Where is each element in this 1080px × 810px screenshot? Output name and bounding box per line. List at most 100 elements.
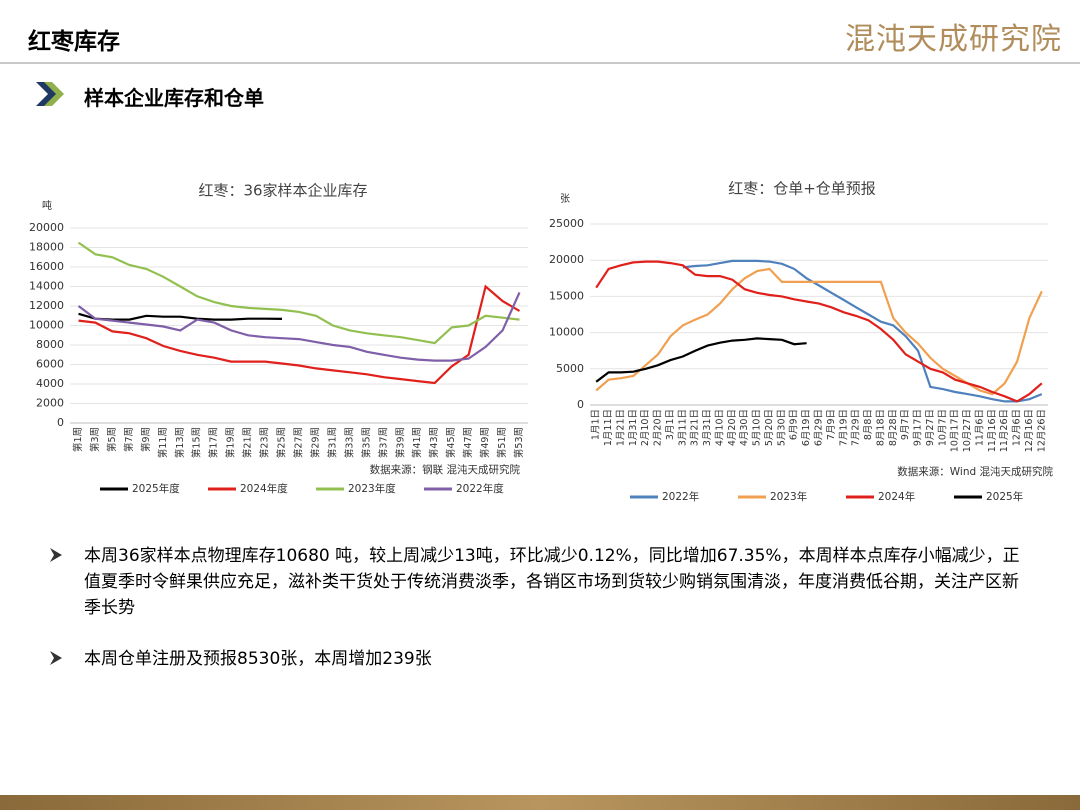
chart-title: 红枣：仓单+仓单预报 xyxy=(728,180,876,198)
x-tick-label: 10月17日 xyxy=(950,409,961,452)
subtitle-icon xyxy=(36,82,64,106)
x-tick-label: 第31周 xyxy=(326,427,338,458)
x-tick-label: 12月16日 xyxy=(1024,409,1035,452)
x-tick-label: 第13周 xyxy=(174,427,186,458)
subtitle: 样本企业库存和仓单 xyxy=(84,86,264,110)
note: 本周仓单注册及预报8530张，本周增加239张 xyxy=(84,649,432,669)
x-tick-label: 9月27日 xyxy=(925,409,936,446)
x-tick-label: 第33周 xyxy=(343,427,355,458)
x-tick-label: 5月10日 xyxy=(752,409,763,446)
x-tick-label: 3月21日 xyxy=(690,409,701,446)
series-line xyxy=(78,312,283,321)
y-tick-label: 25000 xyxy=(549,217,584,230)
x-tick-label: 第7周 xyxy=(123,427,135,452)
y-tick-label: 16000 xyxy=(29,260,64,273)
x-tick-label: 2月20日 xyxy=(653,409,664,446)
source-note: 数据来源：Wind 混沌天成研究院 xyxy=(897,465,1053,478)
legend-label: 2023年 xyxy=(770,490,807,503)
x-tick-label: 10月7日 xyxy=(937,409,948,446)
x-tick-label: 11月6日 xyxy=(974,409,985,446)
x-tick-label: 第25周 xyxy=(276,427,288,458)
x-tick-label: 7月9日 xyxy=(826,409,837,440)
x-tick-label: 第3周 xyxy=(89,427,101,452)
x-tick-label: 第43周 xyxy=(428,427,440,458)
x-tick-label: 10月27日 xyxy=(962,409,973,452)
x-tick-label: 第49周 xyxy=(479,427,491,458)
x-tick-label: 8月28日 xyxy=(888,409,899,446)
bullet xyxy=(50,548,62,562)
x-tick-label: 第47周 xyxy=(462,427,474,458)
x-tick-label: 1月1日 xyxy=(591,409,602,440)
legend-label: 2024年 xyxy=(878,490,915,503)
x-tick-label: 第9周 xyxy=(140,427,152,452)
header-rule xyxy=(0,62,1080,64)
x-tick-label: 第29周 xyxy=(309,427,321,458)
x-tick-label: 6月9日 xyxy=(789,409,800,440)
y-tick-label: 0 xyxy=(577,398,584,411)
y-tick-label: 20000 xyxy=(29,221,64,234)
x-tick-label: 4月30日 xyxy=(739,409,750,446)
x-tick-label: 第35周 xyxy=(360,427,372,458)
x-tick-label: 9月17日 xyxy=(913,409,924,446)
x-tick-label: 第53周 xyxy=(513,427,525,458)
logo: 混沌天成研究院 xyxy=(845,22,1062,57)
chart-title: 红枣：36家样本企业库存 xyxy=(198,182,367,200)
legend-label: 2024年度 xyxy=(240,482,288,495)
x-tick-label: 3月31日 xyxy=(702,409,713,446)
x-tick-label: 1月31日 xyxy=(628,409,639,446)
legend-label: 2022年 xyxy=(662,490,699,503)
y-tick-label: 0 xyxy=(57,416,64,429)
x-tick-label: 第19周 xyxy=(225,427,237,458)
series-line xyxy=(77,291,521,362)
x-tick-label: 第41周 xyxy=(411,427,423,458)
x-tick-label: 5月30日 xyxy=(776,409,787,446)
y-tick-label: 15000 xyxy=(549,289,584,302)
x-tick-label: 第23周 xyxy=(259,427,271,458)
x-tick-label: 2月10日 xyxy=(640,409,651,446)
y-tick-label: 5000 xyxy=(556,362,584,375)
x-tick-label: 7月19日 xyxy=(838,409,849,446)
x-tick-label: 1月21日 xyxy=(615,409,626,446)
x-tick-label: 11月26日 xyxy=(999,409,1010,452)
x-tick-label: 12月26日 xyxy=(1036,409,1047,452)
x-tick-label: 4月10日 xyxy=(714,409,725,446)
series-line xyxy=(77,241,520,345)
footer-bar xyxy=(0,795,1080,810)
x-tick-label: 第11周 xyxy=(157,427,169,458)
x-tick-label: 4月20日 xyxy=(727,409,738,446)
x-tick-label: 第21周 xyxy=(242,427,254,458)
legend-label: 2023年度 xyxy=(348,482,396,495)
series-line xyxy=(595,260,1043,403)
y-tick-label: 10000 xyxy=(29,319,64,332)
x-tick-label: 8月18日 xyxy=(875,409,886,446)
x-tick-label: 3月1日 xyxy=(665,409,676,440)
legend-label: 2025年度 xyxy=(132,482,180,495)
x-tick-label: 11月16日 xyxy=(987,409,998,452)
y-tick-label: 2000 xyxy=(36,397,64,410)
x-tick-label: 3月11日 xyxy=(677,409,688,446)
x-tick-label: 第37周 xyxy=(377,427,389,458)
x-tick-label: 第51周 xyxy=(496,427,508,458)
y-tick-label: 4000 xyxy=(36,377,64,390)
x-tick-label: 第5周 xyxy=(106,427,118,452)
legend-label: 2025年 xyxy=(986,490,1023,503)
x-tick-label: 7月29日 xyxy=(851,409,862,446)
x-tick-label: 第1周 xyxy=(72,427,84,452)
y-tick-label: 20000 xyxy=(549,253,584,266)
note: 本周36家样本点物理库存10680 吨，较上周减少13吨，环比减少0.12%，同… xyxy=(84,546,1020,618)
legend-label: 2022年度 xyxy=(456,482,504,495)
page-title: 红枣库存 xyxy=(28,29,120,55)
x-tick-label: 第39周 xyxy=(394,427,406,458)
x-tick-label: 第15周 xyxy=(191,427,203,458)
bullet xyxy=(50,651,62,665)
series-line xyxy=(595,337,807,383)
series-line xyxy=(78,284,521,385)
x-tick-label: 第45周 xyxy=(445,427,457,458)
y-tick-label: 18000 xyxy=(29,241,64,254)
x-tick-label: 5月20日 xyxy=(764,409,775,446)
y-axis-unit: 张 xyxy=(560,193,570,205)
x-tick-label: 1月11日 xyxy=(603,409,614,446)
x-tick-label: 12月6日 xyxy=(1012,409,1023,446)
